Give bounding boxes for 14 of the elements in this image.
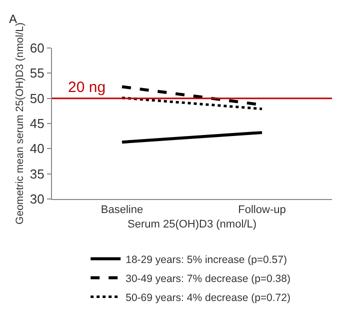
y-tick-label: 45	[30, 116, 44, 132]
y-tick-label: 60	[30, 40, 44, 56]
x-axis-title: Serum 25(OH)D3 (nmol/L)	[128, 218, 256, 230]
y-tick-label: 55	[30, 66, 44, 81]
legend-label: 30-49 years: 7% decrease (p=0.38)	[126, 272, 290, 285]
ref-line-label: 20 ng	[68, 79, 106, 96]
y-tick-label: 30	[30, 192, 44, 207]
y-tick-label: 40	[30, 141, 44, 156]
y-tick-label: 50	[30, 90, 44, 106]
x-tick-label: Baseline	[100, 204, 144, 216]
legend-label: 50-69 years: 4% decrease (p=0.72)	[126, 292, 290, 304]
y-tick-label: 35	[30, 166, 44, 182]
legend-label: 18-29 years: 5% increase (p=0.57)	[126, 254, 287, 266]
x-tick-label: Follow-up	[238, 204, 286, 216]
